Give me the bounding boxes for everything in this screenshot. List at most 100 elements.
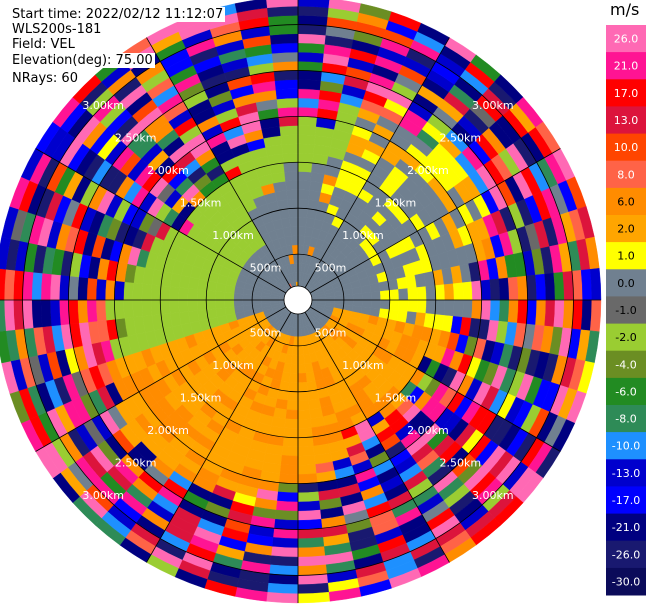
velocity-gate [297, 125, 317, 136]
colorbar-tick-label: -17.0 [612, 494, 640, 507]
velocity-gate [297, 445, 315, 457]
velocity-gate [277, 482, 299, 494]
velocity-gate [361, 299, 372, 308]
colorbar-tick-label: 0.0 [617, 277, 635, 290]
colorbar-tick-label: 26.0 [614, 33, 639, 46]
velocity-gate [297, 518, 323, 530]
velocity-gate [49, 299, 61, 327]
info-elevation: Elevation(deg): 75.00 [12, 53, 155, 68]
azimuth-spoke [35, 148, 299, 301]
velocity-gate [0, 330, 11, 364]
velocity-gate [279, 464, 299, 475]
colorbar-segment [606, 432, 646, 460]
velocity-gate [297, 537, 325, 549]
colorbar-tick-label: -4.0 [615, 358, 636, 371]
velocity-gate [297, 591, 330, 604]
velocity-gate [68, 299, 80, 325]
velocity-gate [297, 171, 312, 182]
velocity-gate [361, 292, 372, 301]
velocity-gate [215, 299, 226, 309]
velocity-gate [553, 271, 565, 301]
velocity-gate [178, 287, 189, 301]
velocity-gate [269, 555, 299, 567]
velocity-gate [297, 500, 321, 512]
azimuth-spoke [297, 299, 561, 452]
velocity-gate [297, 180, 311, 191]
velocity-gate [287, 198, 299, 209]
velocity-gate [187, 288, 198, 301]
velocity-gate [297, 152, 314, 164]
velocity-gate [407, 287, 418, 301]
velocity-gate [266, 0, 299, 9]
velocity-gate [425, 285, 436, 301]
velocity-gate [3, 299, 16, 331]
velocity-gate [77, 276, 89, 301]
velocity-gate [297, 42, 326, 54]
velocity-gate [266, 591, 299, 604]
velocity-gate [277, 106, 299, 118]
range-ring-label: 1.50km [375, 197, 417, 210]
velocity-gate [215, 307, 227, 318]
colorbar-tick-label: 13.0 [614, 114, 639, 127]
velocity-gate [379, 299, 391, 310]
colorbar-tick-label: 6.0 [617, 195, 635, 208]
colorbar-tick-label: -2.0 [615, 331, 636, 344]
velocity-gate [40, 272, 52, 301]
range-ring-label: 2.50km [440, 456, 482, 469]
velocity-gate [297, 97, 320, 109]
velocity-gate [480, 279, 492, 301]
range-ring-label: 2.00km [407, 164, 449, 177]
velocity-gate [276, 97, 299, 109]
velocity-gate [297, 473, 318, 484]
velocity-gate [489, 278, 501, 301]
range-ring-label: 2.50km [115, 132, 157, 145]
colorbar-unit: m/s [610, 0, 640, 19]
range-ring-label: 3.00km [82, 99, 124, 112]
velocity-gate [297, 217, 307, 228]
velocity-gate [215, 291, 226, 301]
info-station: WLS200s-181 [12, 22, 104, 37]
velocity-gate [205, 299, 217, 310]
velocity-gate [297, 235, 305, 246]
velocity-gate [297, 354, 305, 365]
velocity-gate [544, 272, 556, 301]
velocity-gate [462, 299, 473, 319]
range-ring-label: 2.50km [440, 132, 482, 145]
range-ring-label: 2.00km [147, 424, 189, 437]
velocity-gate [293, 263, 299, 273]
velocity-gate [86, 277, 98, 301]
velocity-gate [297, 482, 319, 494]
velocity-gate [589, 268, 602, 301]
velocity-gate [49, 273, 61, 301]
velocity-gate [297, 546, 326, 558]
info-nrays: NRays: 60 [12, 71, 80, 86]
velocity-gate [22, 270, 34, 301]
velocity-gate [196, 289, 207, 301]
azimuth-spoke [146, 299, 299, 563]
colorbar-segment [606, 242, 646, 270]
velocity-gate [297, 162, 313, 173]
velocity-gate [169, 299, 180, 314]
colorbar-tick-label: 10.0 [614, 141, 639, 154]
velocity-gate [297, 106, 319, 118]
velocity-gate [416, 286, 427, 301]
velocity-gate [160, 299, 171, 315]
velocity-gate [205, 290, 217, 301]
velocity-gate [141, 283, 153, 301]
range-ring-label: 1.00km [342, 229, 384, 242]
velocity-gate [287, 391, 299, 402]
velocity-gate [280, 454, 299, 466]
colorbar-segment [606, 269, 646, 297]
velocity-gate [325, 295, 335, 301]
velocity-gate [123, 281, 134, 301]
velocity-gate [562, 270, 574, 301]
velocity-gate [286, 189, 299, 200]
velocity-gate [489, 299, 501, 322]
range-ring-labels: 500m 500m 500m 500m 1.00km 1.00km 1.00km 1.00km… [82, 99, 513, 502]
colorbar-tick-label: -21.0 [612, 521, 640, 534]
velocity-gate [425, 299, 436, 315]
velocity-gate [297, 555, 327, 567]
velocity-gate [297, 33, 327, 45]
velocity-gate [535, 273, 547, 301]
